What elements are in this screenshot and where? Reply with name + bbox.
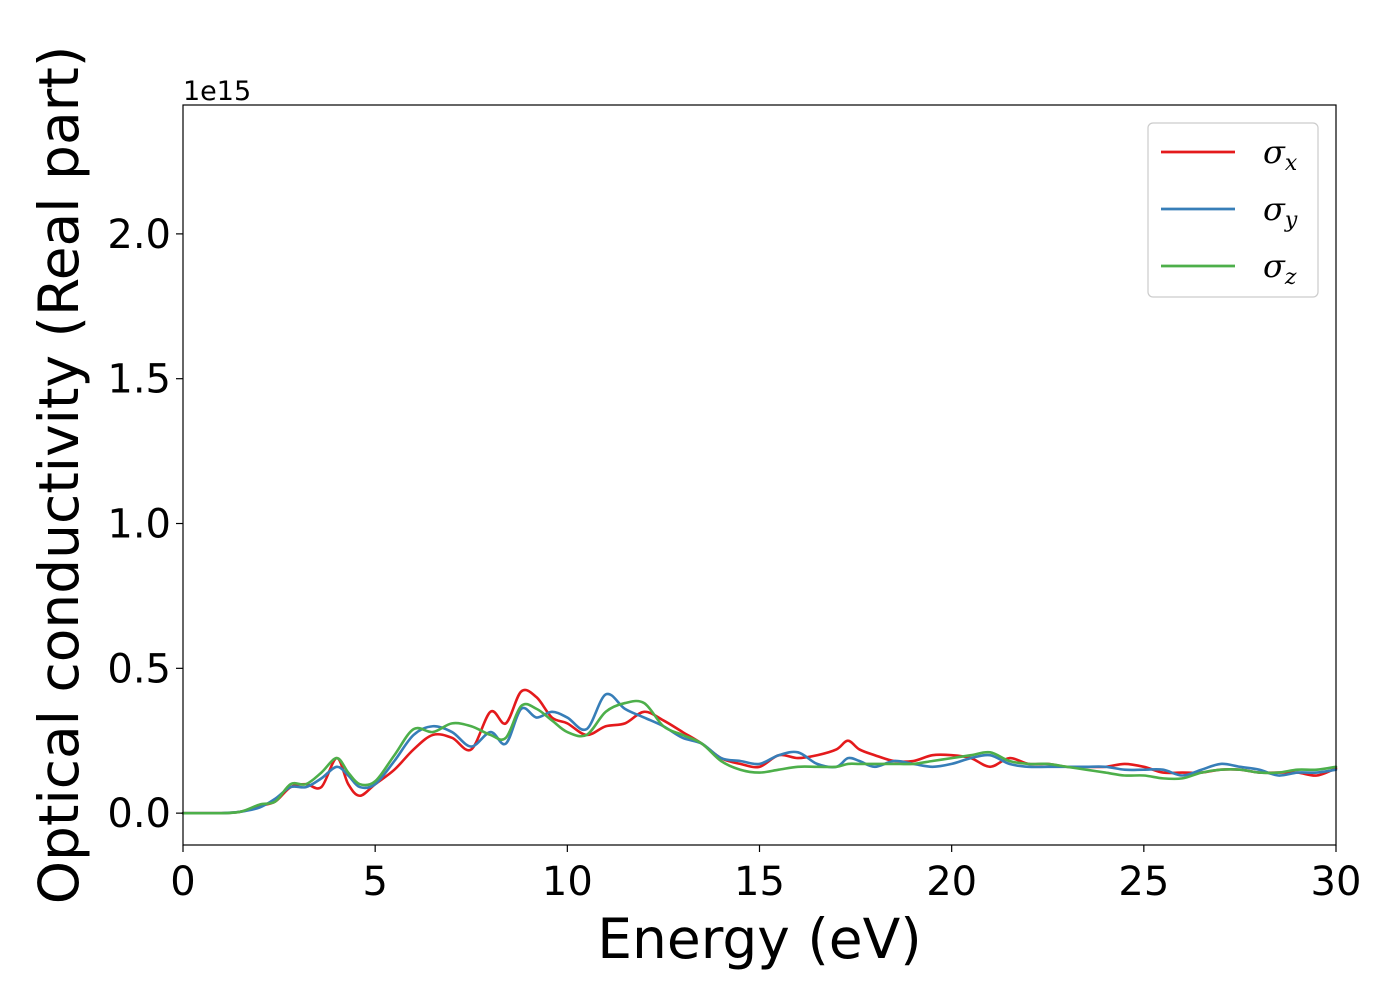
series-line-z [181,699,1338,815]
y-tick-label: 0.0 [107,791,171,837]
x-tick-label: 25 [1118,859,1169,905]
x-axis: 0 5 10 15 20 25 30 [170,845,1361,905]
x-tick-label: 30 [1311,859,1362,905]
x-tick-label: 20 [926,859,977,905]
y-tick-label: 2.0 [107,212,171,258]
plot-background [183,105,1336,845]
y-tick-label: 0.5 [107,646,171,692]
y-axis-label: Optical conductivity (Real part) [27,46,91,905]
series-line-x [181,688,1338,815]
y-axis: 0.0 0.5 1.0 1.5 2.0 [107,212,183,837]
series-line-y [181,692,1338,815]
x-tick-label: 0 [170,859,195,905]
y-offset-label: 1e15 [183,76,251,107]
x-axis-label: Energy (eV) [597,907,921,971]
y-tick-label: 1.0 [107,502,171,548]
y-tick-label: 1.5 [107,357,171,403]
x-tick-label: 15 [734,859,785,905]
x-tick-label: 10 [542,859,593,905]
series-layer [181,688,1338,815]
x-tick-label: 5 [362,859,387,905]
